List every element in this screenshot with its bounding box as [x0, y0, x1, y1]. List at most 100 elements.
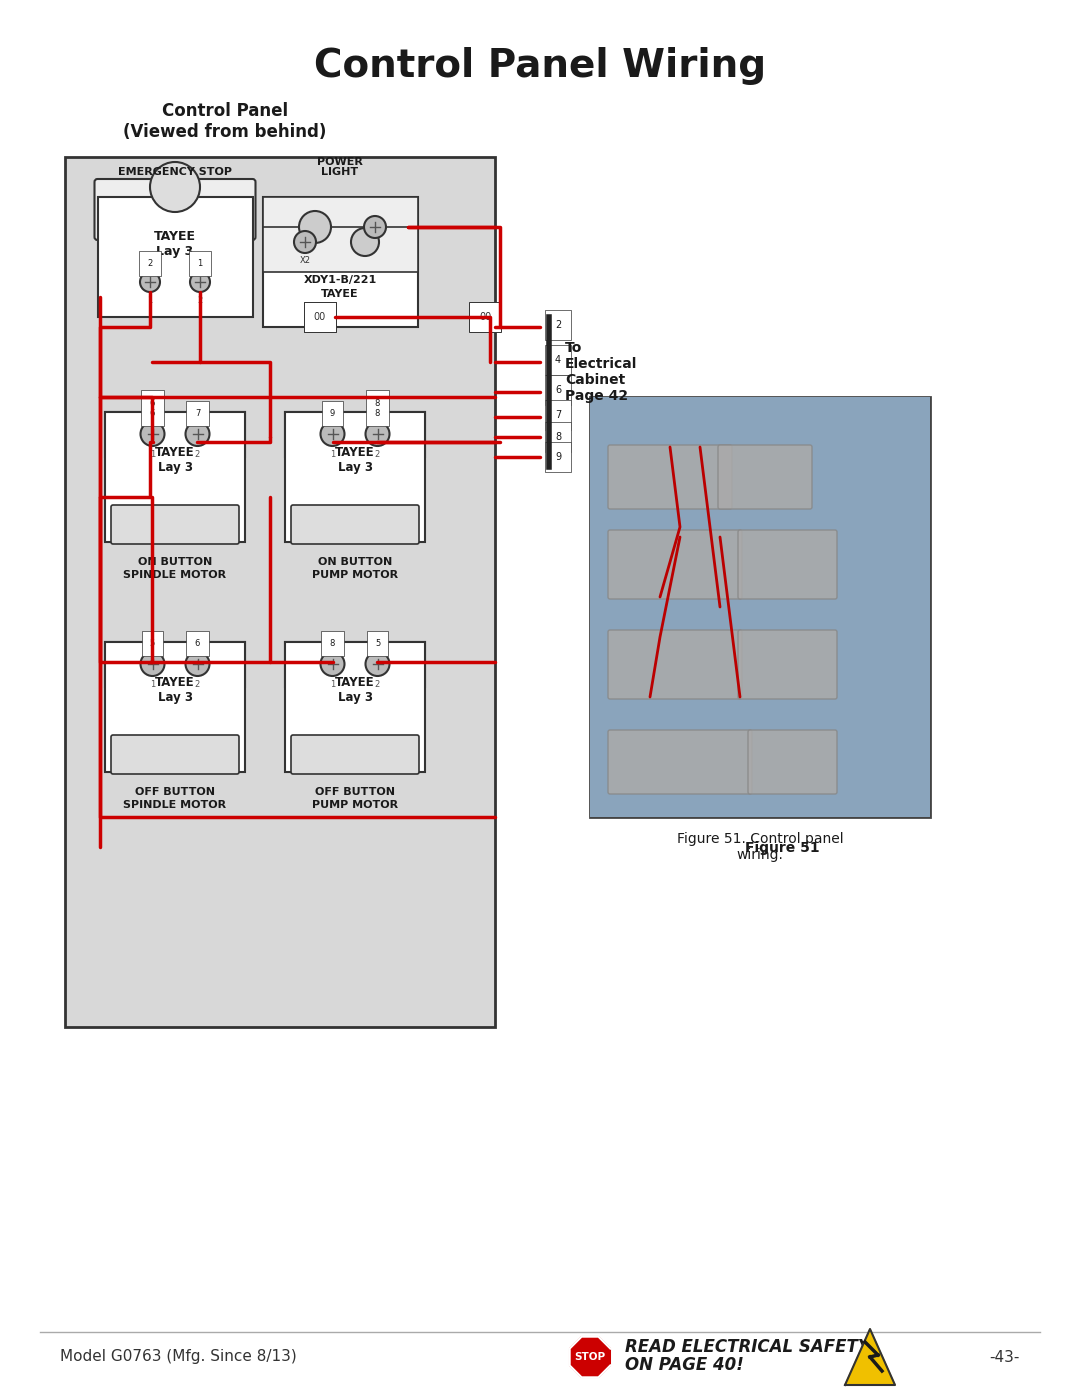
FancyBboxPatch shape	[608, 529, 742, 599]
Text: 8: 8	[555, 432, 562, 441]
FancyBboxPatch shape	[262, 197, 418, 242]
Text: 2: 2	[198, 296, 203, 305]
Circle shape	[351, 228, 379, 256]
Text: Control Panel
(Viewed from behind): Control Panel (Viewed from behind)	[123, 102, 326, 141]
Text: 1: 1	[329, 450, 335, 460]
Text: 00: 00	[478, 312, 491, 321]
Text: 5: 5	[150, 638, 156, 648]
Circle shape	[140, 422, 164, 446]
Text: -43-: -43-	[989, 1350, 1020, 1365]
Text: 4: 4	[555, 355, 562, 365]
Text: TAYEE: TAYEE	[156, 676, 194, 689]
Text: 2: 2	[194, 450, 200, 460]
Text: Figure 51: Figure 51	[745, 841, 820, 855]
Text: Model G0763 (Mfg. Since 8/13): Model G0763 (Mfg. Since 8/13)	[60, 1350, 297, 1365]
Circle shape	[321, 652, 345, 676]
Text: 7: 7	[555, 409, 562, 420]
FancyBboxPatch shape	[738, 630, 837, 698]
Text: 00: 00	[314, 312, 326, 321]
Text: PUMP MOTOR: PUMP MOTOR	[312, 800, 399, 810]
Circle shape	[294, 231, 316, 253]
Text: TAYEE: TAYEE	[321, 289, 359, 299]
FancyBboxPatch shape	[285, 643, 426, 687]
Text: TAYEE: TAYEE	[335, 676, 375, 689]
Text: Control Panel Wiring: Control Panel Wiring	[314, 47, 766, 85]
FancyBboxPatch shape	[105, 412, 245, 457]
Text: SPINDLE MOTOR: SPINDLE MOTOR	[123, 800, 227, 810]
Text: 1: 1	[198, 258, 203, 268]
Text: 5: 5	[375, 638, 380, 648]
FancyBboxPatch shape	[262, 226, 418, 272]
Text: TAYEE: TAYEE	[156, 446, 194, 458]
Text: Lay 3: Lay 3	[337, 690, 373, 704]
Text: ON BUTTON: ON BUTTON	[318, 557, 392, 567]
Text: 2: 2	[194, 680, 200, 689]
Circle shape	[140, 652, 164, 676]
Text: 1: 1	[147, 296, 152, 305]
Text: X2: X2	[299, 256, 311, 265]
Text: 1: 1	[329, 680, 335, 689]
Text: 2: 2	[555, 320, 562, 330]
FancyBboxPatch shape	[97, 197, 253, 317]
Text: 7: 7	[194, 409, 200, 418]
FancyBboxPatch shape	[285, 643, 426, 773]
Text: 6
6: 6 6	[150, 398, 156, 418]
Text: 1: 1	[150, 680, 156, 689]
Text: Lay 3: Lay 3	[157, 246, 193, 258]
FancyBboxPatch shape	[111, 735, 239, 774]
Text: 1: 1	[150, 450, 156, 460]
FancyBboxPatch shape	[608, 630, 742, 698]
Circle shape	[190, 272, 210, 292]
FancyBboxPatch shape	[65, 156, 495, 1027]
Circle shape	[321, 422, 345, 446]
Text: Lay 3: Lay 3	[158, 461, 192, 474]
Circle shape	[140, 272, 160, 292]
FancyBboxPatch shape	[608, 446, 732, 509]
Text: TAYEE: TAYEE	[335, 446, 375, 458]
Text: 2: 2	[375, 450, 380, 460]
Circle shape	[150, 162, 200, 212]
FancyBboxPatch shape	[291, 504, 419, 543]
Circle shape	[186, 652, 210, 676]
FancyBboxPatch shape	[291, 735, 419, 774]
FancyBboxPatch shape	[105, 643, 245, 773]
FancyBboxPatch shape	[285, 412, 426, 457]
Text: XDY1-B/221: XDY1-B/221	[303, 275, 377, 285]
FancyBboxPatch shape	[105, 412, 245, 542]
FancyBboxPatch shape	[608, 731, 752, 793]
FancyBboxPatch shape	[262, 197, 418, 327]
Text: To
Electrical
Cabinet
Page 42: To Electrical Cabinet Page 42	[565, 341, 637, 404]
Polygon shape	[569, 1337, 610, 1377]
Text: 8
8: 8 8	[375, 398, 380, 418]
Circle shape	[365, 422, 390, 446]
Text: 8: 8	[329, 638, 335, 648]
Text: STOP: STOP	[575, 1352, 606, 1362]
Text: PUMP MOTOR: PUMP MOTOR	[312, 570, 399, 580]
Circle shape	[186, 422, 210, 446]
Text: ON PAGE 40!: ON PAGE 40!	[625, 1356, 744, 1375]
Text: OFF BUTTON: OFF BUTTON	[315, 787, 395, 798]
Text: TAYEE: TAYEE	[154, 231, 195, 243]
Text: X1: X1	[369, 242, 380, 251]
Text: 6: 6	[194, 638, 200, 648]
FancyBboxPatch shape	[95, 179, 256, 240]
Circle shape	[364, 217, 386, 237]
Text: POWER: POWER	[318, 156, 363, 168]
Text: 2: 2	[375, 680, 380, 689]
Text: Lay 3: Lay 3	[337, 461, 373, 474]
Text: EMERGENCY STOP: EMERGENCY STOP	[118, 168, 232, 177]
Text: 6: 6	[555, 386, 562, 395]
Text: Figure 51. Control panel
wiring.: Figure 51. Control panel wiring.	[677, 833, 843, 862]
FancyBboxPatch shape	[111, 504, 239, 543]
Circle shape	[365, 652, 390, 676]
Text: ON BUTTON: ON BUTTON	[138, 557, 212, 567]
Text: 9: 9	[329, 409, 335, 418]
FancyBboxPatch shape	[590, 397, 930, 817]
FancyBboxPatch shape	[105, 643, 245, 687]
Text: SPINDLE MOTOR: SPINDLE MOTOR	[123, 570, 227, 580]
FancyBboxPatch shape	[718, 446, 812, 509]
FancyBboxPatch shape	[285, 412, 426, 542]
Text: READ ELECTRICAL SAFETY: READ ELECTRICAL SAFETY	[625, 1338, 869, 1356]
Text: 2: 2	[147, 258, 152, 268]
FancyBboxPatch shape	[738, 529, 837, 599]
